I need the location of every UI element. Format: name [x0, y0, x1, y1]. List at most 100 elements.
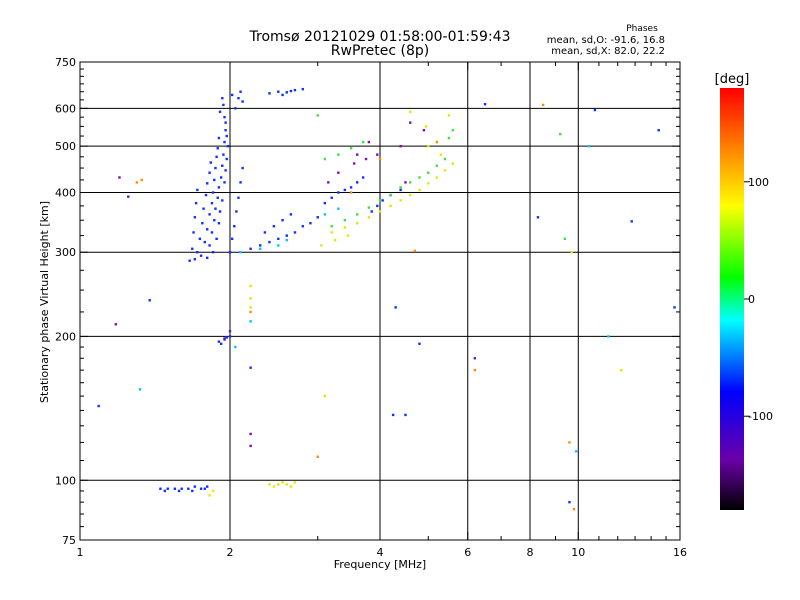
data-point	[223, 181, 226, 184]
data-point	[367, 206, 371, 209]
data-point	[219, 176, 223, 179]
data-point	[201, 222, 204, 225]
data-point	[241, 100, 244, 103]
data-point	[272, 485, 276, 488]
data-point	[239, 181, 242, 184]
data-point	[118, 176, 121, 179]
data-point	[211, 251, 215, 254]
data-point	[263, 231, 267, 234]
data-point	[364, 157, 368, 161]
data-point	[241, 166, 244, 170]
y-tick-label: 600	[55, 102, 76, 115]
data-point	[346, 234, 350, 237]
data-point	[239, 90, 242, 93]
data-point	[285, 91, 288, 94]
data-point	[208, 171, 211, 174]
data-point	[473, 357, 477, 360]
data-points	[97, 87, 676, 511]
data-point	[97, 404, 100, 408]
data-point	[657, 128, 660, 132]
data-point	[323, 201, 327, 205]
data-point	[451, 162, 455, 165]
data-point	[268, 240, 271, 244]
data-point	[159, 487, 162, 490]
data-point	[320, 244, 323, 247]
data-point	[451, 128, 455, 132]
data-point	[138, 388, 142, 391]
data-point	[277, 90, 280, 93]
data-point	[333, 238, 337, 242]
data-point	[193, 485, 197, 488]
data-point	[193, 216, 197, 219]
data-point	[218, 110, 222, 114]
data-point	[587, 144, 591, 148]
data-point	[216, 196, 219, 199]
data-point	[148, 299, 151, 302]
data-point	[221, 96, 224, 100]
x-tick-label: 4	[377, 546, 384, 559]
data-point	[399, 188, 402, 192]
y-tick-labels: 75 100 200 300 400 500 600 750	[55, 56, 76, 547]
stats-line-x: mean, sd,X: 82.0, 22.2	[551, 46, 665, 57]
colorbar-tick-label: 100	[748, 176, 769, 189]
data-point	[323, 394, 327, 398]
data-point	[216, 147, 219, 150]
y-tick-label: 75	[62, 534, 76, 547]
data-point	[391, 413, 395, 417]
colorbar-tick-label: -100	[748, 410, 773, 423]
data-point	[199, 487, 203, 490]
data-point	[281, 481, 284, 484]
data-point	[409, 110, 412, 114]
data-point	[343, 219, 347, 222]
data-point	[235, 210, 238, 213]
data-point	[277, 237, 280, 241]
y-tick-label: 750	[55, 56, 76, 69]
data-point	[205, 182, 209, 185]
grid-lines	[80, 62, 680, 540]
data-point	[409, 193, 412, 197]
data-point	[367, 216, 371, 219]
data-point	[435, 164, 438, 167]
data-point	[376, 153, 379, 156]
data-point	[443, 157, 447, 161]
data-point	[361, 176, 365, 179]
data-point	[228, 330, 232, 333]
data-point	[249, 444, 252, 448]
data-point	[188, 259, 191, 262]
data-point	[234, 107, 237, 110]
data-point	[205, 228, 209, 231]
data-point	[568, 500, 571, 504]
x-tick-label: 16	[673, 546, 687, 559]
data-point	[135, 181, 138, 184]
data-point	[370, 210, 373, 213]
data-point	[301, 225, 305, 228]
data-point	[277, 244, 280, 247]
data-point	[376, 204, 379, 208]
data-point	[378, 157, 382, 161]
data-point	[203, 240, 206, 244]
data-point	[225, 157, 228, 161]
data-point	[237, 196, 240, 199]
data-point	[192, 231, 195, 234]
data-point	[163, 489, 167, 493]
data-point	[191, 489, 194, 493]
data-point	[404, 413, 407, 417]
data-point	[225, 134, 228, 138]
data-point	[202, 207, 205, 210]
data-point	[337, 207, 340, 210]
data-point	[293, 88, 297, 92]
x-tick-label: 8	[527, 546, 534, 559]
data-point	[447, 136, 451, 140]
data-point	[316, 216, 319, 219]
data-point	[249, 310, 252, 314]
data-point	[219, 342, 223, 345]
stats-line-o: mean, sd,O: -91.6, 16.8	[547, 35, 665, 46]
data-point	[249, 306, 252, 309]
data-point	[166, 487, 169, 490]
data-point	[228, 251, 232, 254]
colorbar-ticks: -100 0 100	[744, 176, 773, 423]
data-point	[230, 93, 234, 97]
data-point	[473, 368, 477, 372]
data-point	[214, 207, 217, 210]
data-point	[237, 96, 240, 100]
